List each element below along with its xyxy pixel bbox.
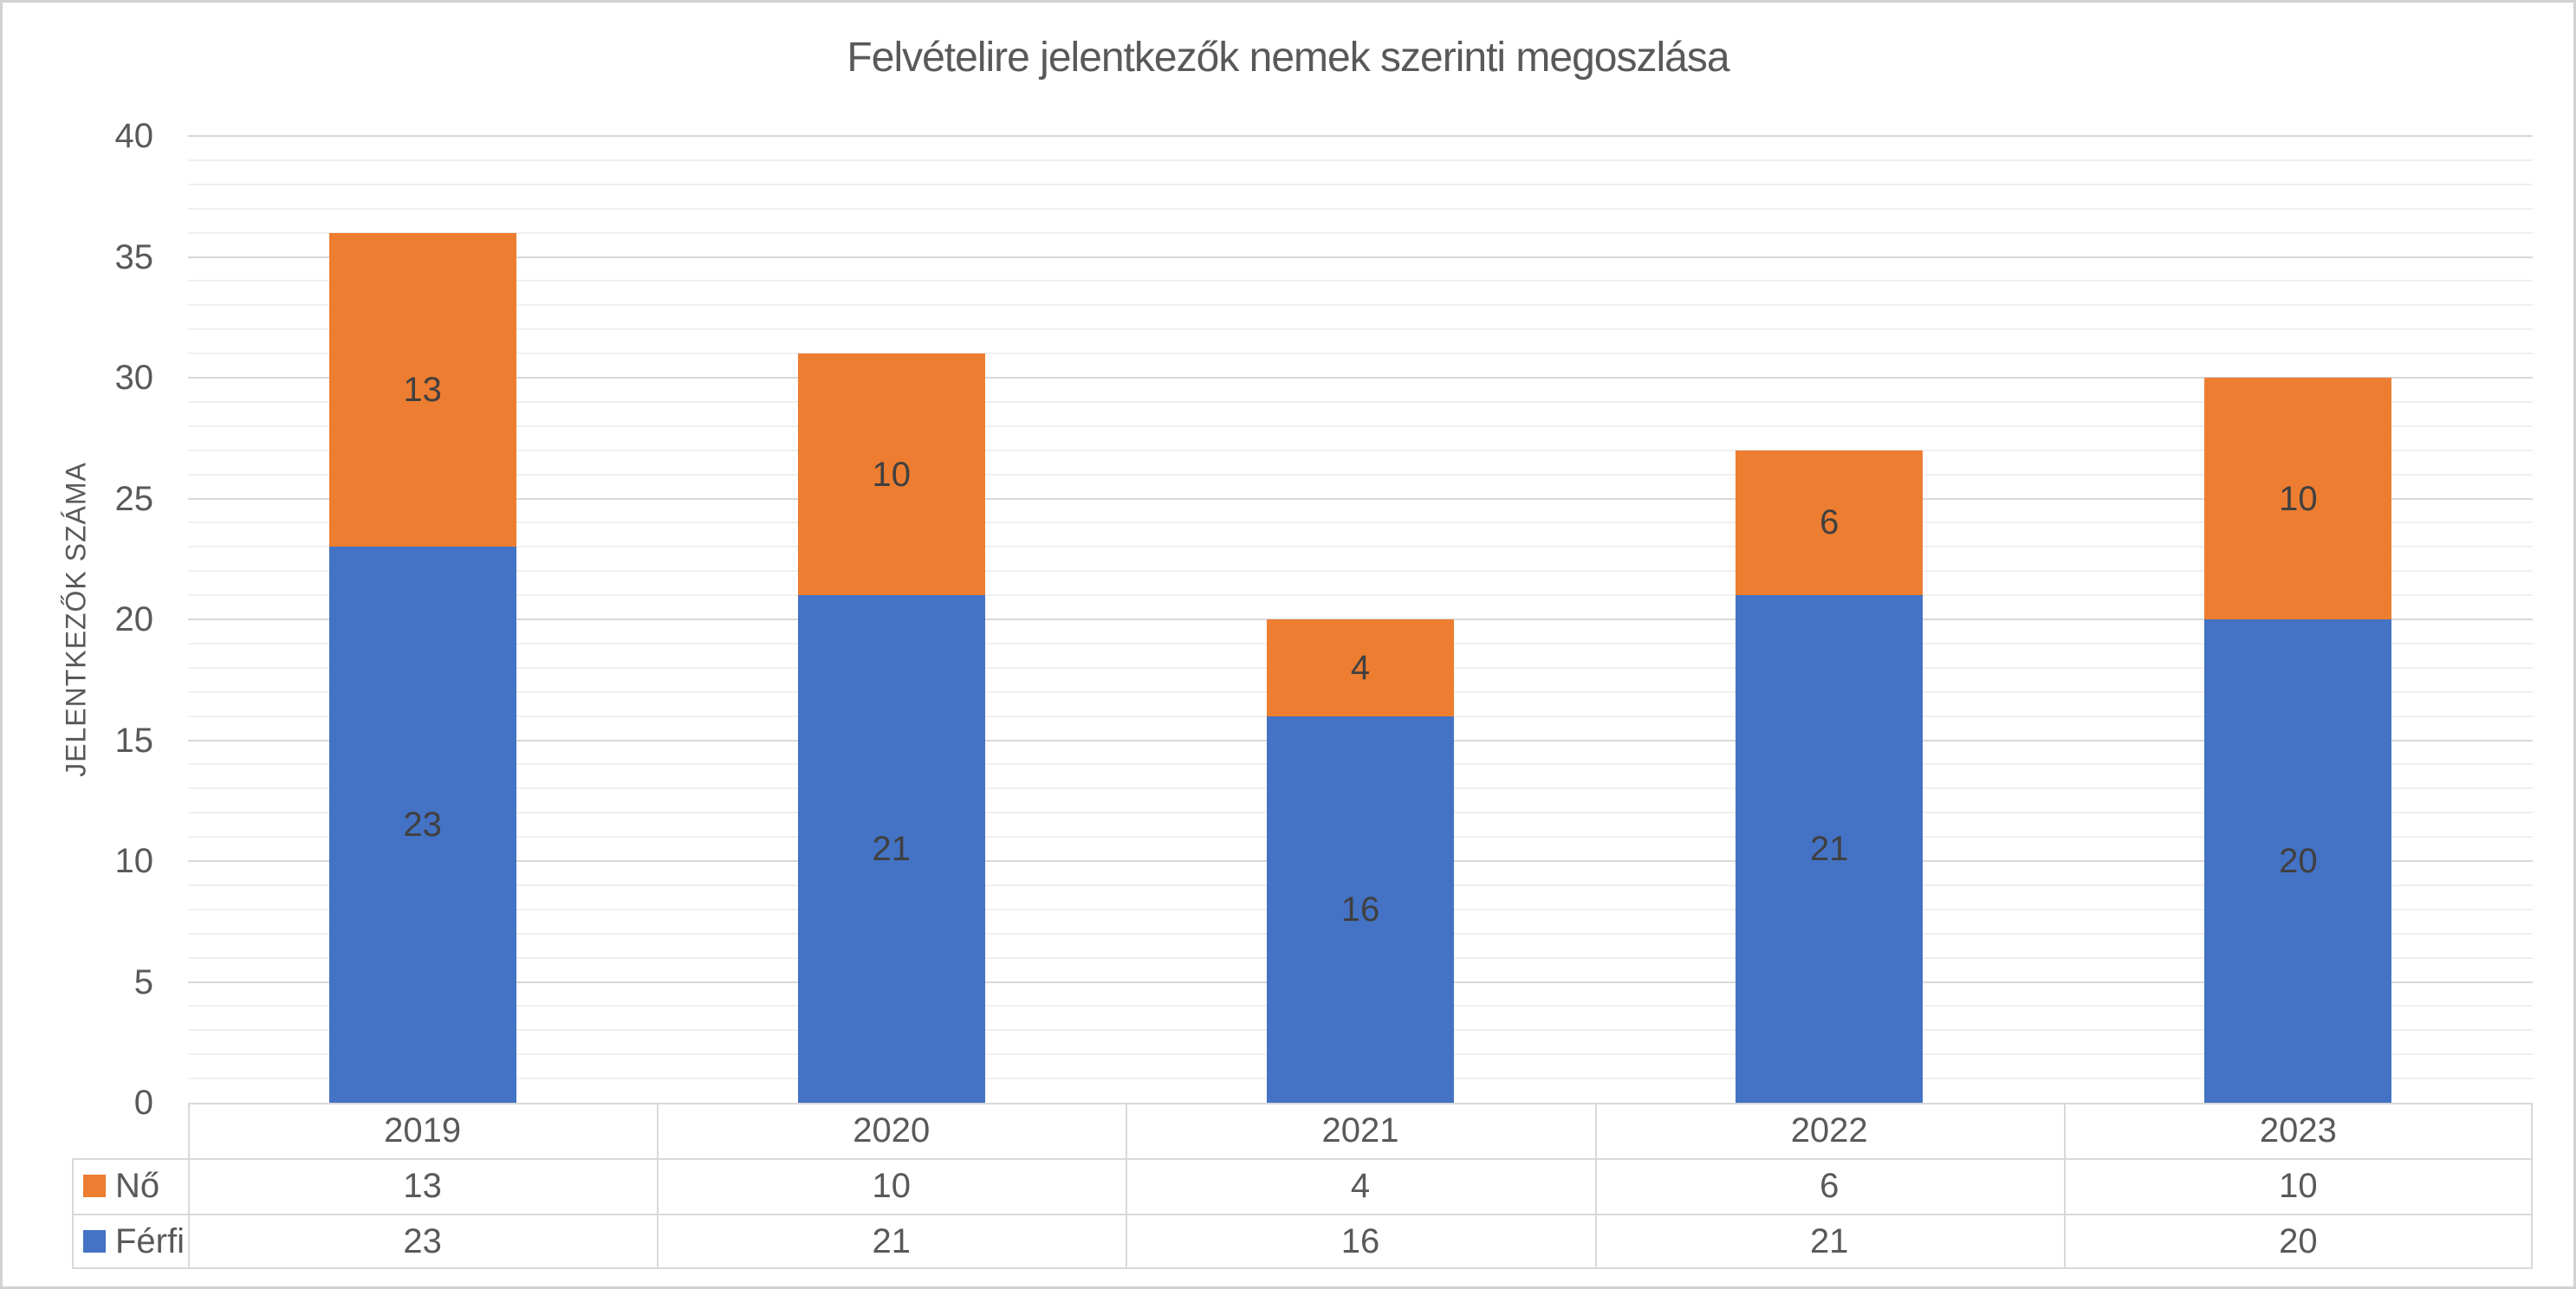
y-axis-tick-label: 5 (133, 962, 153, 1001)
bar-segment-2023-Nő[interactable] (2204, 378, 2392, 619)
table-border-vertical (1126, 1103, 1128, 1269)
data-label: 21 (872, 830, 912, 869)
table-border-vertical (72, 1158, 74, 1269)
y-axis-tick-label: 25 (114, 479, 154, 518)
y-axis-tick-label: 20 (114, 600, 154, 638)
data-label: 13 (403, 370, 442, 409)
table-border-vertical (2063, 1103, 2066, 1269)
table-border-vertical (657, 1103, 659, 1269)
gridline-minor (188, 207, 2533, 210)
bar-segment-2020-Nő[interactable] (797, 353, 985, 596)
y-axis-tick-label: 15 (114, 721, 154, 760)
data-label: 6 (1820, 503, 1840, 542)
gridline-minor (188, 328, 2533, 331)
gridline-major (188, 256, 2533, 258)
table-category-cell: 2020 (853, 1111, 931, 1150)
bar-segment-2023-Férfi[interactable] (2204, 619, 2392, 1103)
table-value-cell: 13 (403, 1167, 442, 1205)
table-value-cell: 21 (1809, 1222, 1849, 1260)
table-value-cell: 23 (403, 1222, 442, 1260)
bar-segment-2022-Nő[interactable] (1736, 450, 1924, 596)
table-border-horizontal (72, 1158, 2533, 1160)
data-label: 10 (872, 455, 912, 494)
gridline-minor (188, 424, 2533, 427)
gridline-minor (188, 231, 2533, 234)
table-category-cell: 2019 (384, 1111, 462, 1150)
gridline-minor (188, 473, 2533, 476)
table-value-cell: 16 (1340, 1222, 1380, 1260)
table-value-cell: 21 (872, 1222, 912, 1260)
gridline-minor (188, 521, 2533, 524)
y-axis-tick-label: 40 (114, 117, 154, 155)
gridline-minor (188, 159, 2533, 161)
bar-segment-2021-Férfi[interactable] (1267, 716, 1454, 1103)
table-border-vertical (1594, 1103, 1597, 1269)
table-value-cell: 10 (2279, 1167, 2318, 1205)
gridline-minor (188, 183, 2533, 185)
table-border-horizontal (72, 1267, 2533, 1269)
legend-swatch-Nő (83, 1175, 106, 1197)
data-label: 16 (1340, 890, 1380, 929)
gridline-minor (188, 304, 2533, 307)
data-label: 4 (1350, 648, 1371, 687)
data-label: 20 (2279, 842, 2318, 880)
gridline-major (188, 377, 2533, 379)
table-value-cell: 6 (1820, 1167, 1840, 1205)
gridline-minor (188, 594, 2533, 597)
data-label: 21 (1809, 830, 1849, 869)
table-border-vertical (188, 1103, 190, 1269)
bar-segment-2019-Férfi[interactable] (328, 547, 516, 1103)
legend-label: Férfi (115, 1221, 185, 1260)
table-category-cell: 2022 (1790, 1111, 1868, 1150)
table-value-cell: 4 (1350, 1167, 1371, 1205)
legend-label: Nő (115, 1166, 160, 1205)
gridline-minor (188, 570, 2533, 573)
bar-segment-2021-Nő[interactable] (1267, 619, 1454, 716)
legend-key-Nő: Nő (72, 1158, 188, 1214)
table-border-horizontal (72, 1214, 2533, 1215)
table-category-cell: 2021 (1321, 1111, 1399, 1150)
y-axis-tick-label: 0 (133, 1084, 153, 1122)
data-label: 10 (2279, 479, 2318, 518)
bar-segment-2022-Férfi[interactable] (1736, 595, 1924, 1103)
gridline-major (188, 497, 2533, 500)
y-axis-tick-label: 35 (114, 237, 154, 276)
table-value-cell: 20 (2279, 1222, 2318, 1260)
gridline-major (188, 135, 2533, 137)
y-axis-tick-label: 30 (114, 359, 154, 397)
gridline-minor (188, 400, 2533, 403)
bar-segment-2020-Férfi[interactable] (797, 595, 985, 1103)
chart-title: Felvételire jelentkezők nemek szerinti m… (847, 35, 1729, 81)
table-border-vertical (2531, 1103, 2533, 1269)
gridline-minor (188, 353, 2533, 355)
gridline-minor (188, 280, 2533, 282)
table-category-cell: 2023 (2259, 1111, 2337, 1150)
legend-swatch-Férfi (83, 1230, 106, 1253)
gridline-minor (188, 546, 2533, 548)
bar-segment-2019-Nő[interactable] (328, 232, 516, 547)
table-value-cell: 10 (872, 1167, 912, 1205)
gridline-minor (188, 449, 2533, 451)
data-label: 23 (403, 806, 442, 845)
x-axis-line (188, 1103, 2533, 1104)
legend-key-Férfi: Férfi (72, 1214, 188, 1269)
y-axis-tick-label: 10 (114, 842, 154, 880)
